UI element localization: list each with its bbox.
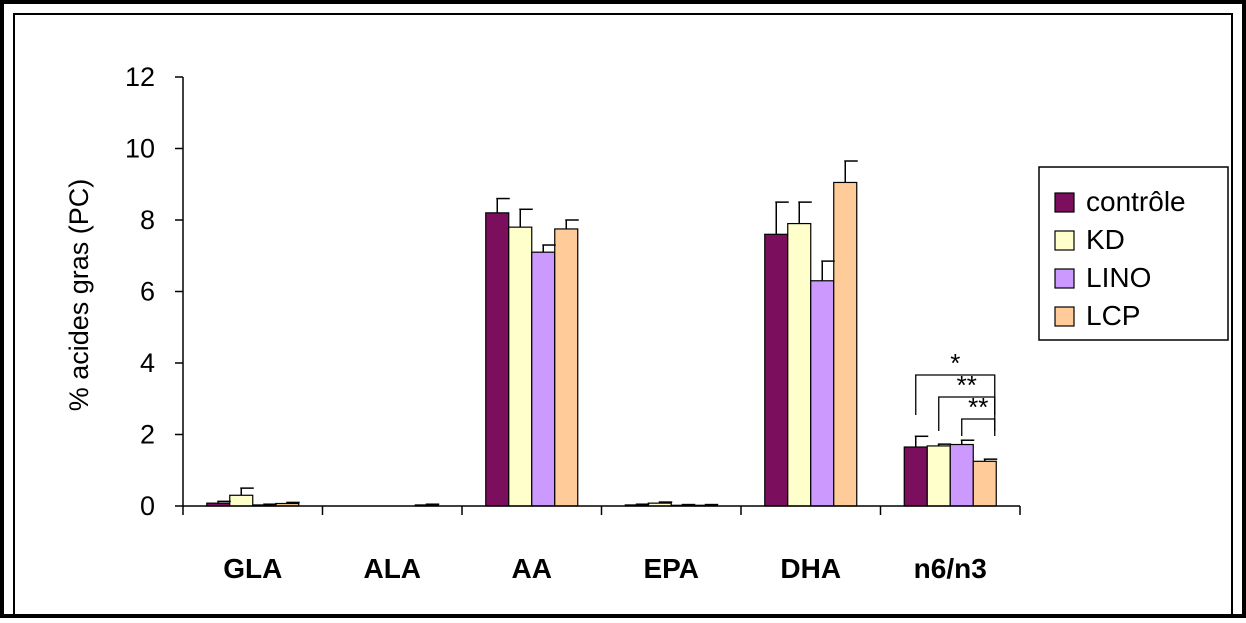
bars	[206, 181, 997, 507]
bar	[764, 233, 789, 507]
bar	[554, 228, 579, 507]
x-category-label: GLA	[223, 553, 282, 584]
legend-swatch	[1054, 192, 1075, 213]
bar	[903, 446, 928, 507]
bar	[787, 222, 812, 507]
x-category-label: DHA	[780, 553, 841, 584]
significance-bracket	[938, 396, 996, 431]
legend-label: LINO	[1086, 262, 1151, 293]
bar	[485, 212, 510, 507]
x-category-label: AA	[512, 553, 552, 584]
y-tick-label: 12	[125, 62, 155, 92]
bar	[833, 181, 858, 507]
bar	[949, 443, 974, 507]
legend-swatch	[1054, 230, 1075, 251]
bar	[926, 445, 951, 507]
y-tick-label: 6	[140, 277, 155, 307]
significance-label: **	[957, 370, 977, 400]
y-tick-label: 8	[140, 205, 155, 235]
significance-bracket	[915, 374, 996, 415]
legend-label: LCP	[1086, 300, 1140, 331]
y-tick-label: 0	[140, 491, 155, 521]
legend-swatch	[1054, 268, 1075, 289]
legend: contrôle KD LINO LCP	[1038, 166, 1229, 341]
legend-label: contrôle	[1086, 186, 1186, 217]
legend-swatch	[1054, 306, 1075, 327]
significance-label: *	[950, 348, 960, 378]
y-axis-label: % acides gras (PC)	[64, 179, 94, 412]
y-tick-label: 4	[140, 348, 155, 378]
bar	[508, 226, 533, 507]
bar	[531, 251, 556, 507]
legend-label: KD	[1086, 224, 1125, 255]
significance-label: **	[968, 392, 988, 422]
bar	[229, 494, 254, 507]
y-tick-label: 10	[125, 134, 155, 164]
significance-bracket	[961, 418, 996, 436]
x-category-label: EPA	[644, 553, 700, 584]
bar	[972, 460, 997, 507]
x-category-label: ALA	[363, 553, 421, 584]
y-axis-ticks: 0 2 4 6 8 10 12	[125, 62, 183, 521]
x-category-label: n6/n3	[914, 553, 987, 584]
category-labels: GLA ALA AA EPA DHA n6/n3	[223, 553, 987, 584]
error-bars	[217, 160, 998, 506]
y-tick-label: 2	[140, 420, 155, 450]
significance-brackets: *****	[915, 348, 996, 436]
axes	[182, 77, 1021, 515]
bar	[810, 280, 835, 507]
